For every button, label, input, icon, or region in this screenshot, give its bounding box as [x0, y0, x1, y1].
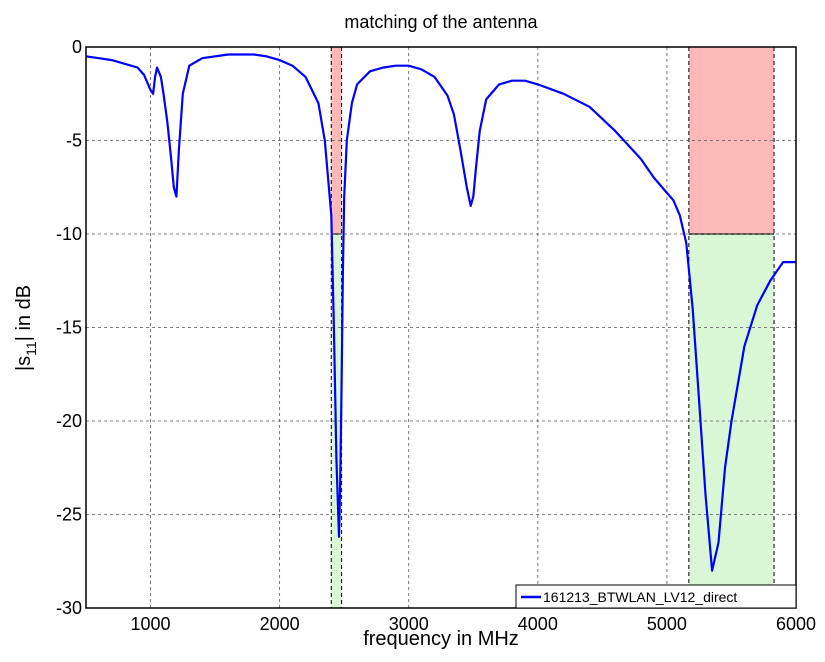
y-tick-label: 0 — [72, 37, 82, 57]
grid — [86, 47, 796, 608]
x-tick-label: 4000 — [518, 614, 558, 634]
y-tick-labels: 0 -5 -10 -15 -20 -25 -30 — [56, 37, 82, 618]
y-tick-label: -15 — [56, 318, 82, 338]
x-tick-label: 1000 — [131, 614, 171, 634]
series-group — [86, 53, 796, 572]
x-tick-label: 6000 — [776, 614, 816, 634]
y-axis-label-rest: | in dB — [13, 285, 35, 341]
series-line — [86, 53, 796, 572]
x-tick-label: 3000 — [389, 614, 429, 634]
y-tick-label: -5 — [66, 131, 82, 151]
y-tick-label: -10 — [56, 224, 82, 244]
y-tick-label: -30 — [56, 598, 82, 618]
legend-label: 161213_BTWLAN_LV12_direct — [543, 589, 737, 605]
y-axis-label-subscript: 11 — [23, 341, 39, 356]
shaded-region-red — [331, 47, 342, 234]
plot-region — [85, 46, 797, 609]
x-tick-label: 5000 — [647, 614, 687, 634]
y-tick-label: -20 — [56, 411, 82, 431]
chart-title: matching of the antenna — [344, 12, 538, 32]
y-axis-label-main: |s — [13, 356, 35, 371]
y-axis-label: |s11| in dB — [13, 285, 39, 371]
legend: 161213_BTWLAN_LV12_direct — [515, 584, 797, 609]
x-axis-label: frequency in MHz — [363, 628, 519, 650]
plot-frame — [85, 46, 797, 609]
y-tick-label: -25 — [56, 505, 82, 525]
shaded-region-red — [688, 47, 775, 234]
legend-box — [515, 584, 797, 609]
x-tick-label: 2000 — [260, 614, 300, 634]
x-tick-labels: 1000 2000 3000 4000 5000 6000 — [131, 614, 817, 634]
